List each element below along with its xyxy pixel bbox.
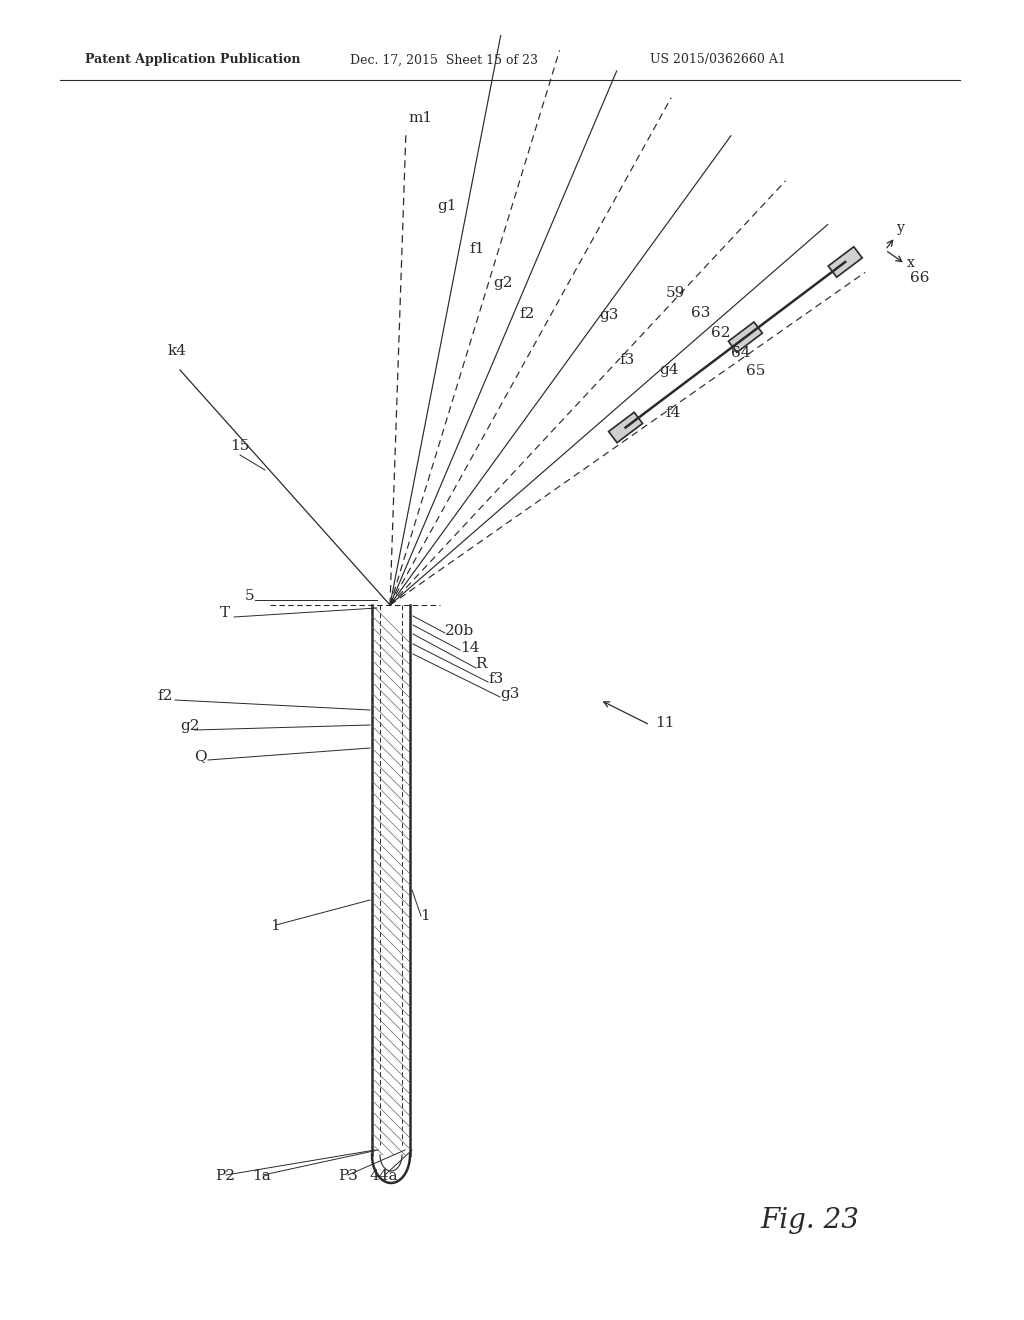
Text: 5: 5 [245,589,255,603]
Text: Patent Application Publication: Patent Application Publication [85,54,300,66]
Text: R: R [475,657,486,671]
Text: 44a: 44a [370,1170,398,1183]
Polygon shape [728,322,763,352]
Text: 63: 63 [690,306,710,321]
Text: 62: 62 [711,326,730,341]
Text: g2: g2 [180,719,200,733]
Text: 64: 64 [730,346,751,360]
Text: 20b: 20b [445,624,474,638]
Text: T: T [220,606,230,620]
Text: m1: m1 [408,111,432,125]
Text: g1: g1 [437,199,457,213]
Text: f1: f1 [469,242,484,256]
Text: f2: f2 [519,308,535,321]
Text: 11: 11 [655,715,675,730]
Text: x: x [907,256,915,271]
Text: g3: g3 [500,686,519,701]
Text: 14: 14 [460,642,479,655]
Text: 15: 15 [230,440,250,453]
Text: g4: g4 [659,363,679,378]
Text: Fig. 23: Fig. 23 [760,1206,859,1233]
Text: 1: 1 [420,909,430,923]
Text: P3: P3 [338,1170,357,1183]
Text: k4: k4 [168,345,187,358]
Text: f3: f3 [620,352,635,367]
Text: y: y [897,220,905,235]
Text: f3: f3 [488,672,503,686]
Text: g2: g2 [494,276,513,290]
Text: f2: f2 [158,689,173,704]
Polygon shape [608,412,643,442]
Text: P2: P2 [215,1170,234,1183]
Text: US 2015/0362660 A1: US 2015/0362660 A1 [650,54,785,66]
Text: Dec. 17, 2015  Sheet 15 of 23: Dec. 17, 2015 Sheet 15 of 23 [350,54,538,66]
Text: 65: 65 [745,364,765,379]
Text: Q: Q [194,748,206,763]
Text: 59: 59 [666,286,685,301]
Text: g3: g3 [600,308,620,322]
Text: 66: 66 [910,271,930,285]
Text: 1a: 1a [252,1170,270,1183]
Text: 1: 1 [270,919,280,933]
Polygon shape [828,247,862,277]
Text: f4: f4 [666,407,681,420]
